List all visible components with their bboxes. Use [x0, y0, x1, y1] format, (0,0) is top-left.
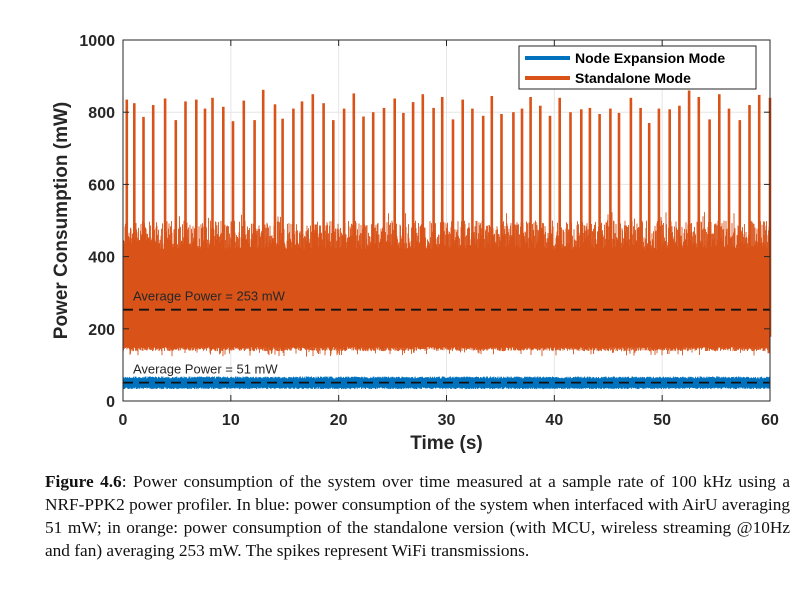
wifi-spike [629, 97, 633, 337]
wifi-spike [362, 116, 365, 337]
average-annotation: Average Power = 253 mW [133, 289, 286, 304]
wifi-spike [402, 112, 405, 337]
y-tick-label: 600 [88, 177, 115, 194]
wifi-spike [639, 107, 642, 337]
wifi-spike [471, 108, 474, 337]
wifi-spike [520, 108, 524, 337]
wifi-spike [617, 112, 621, 337]
wifi-spike [558, 97, 561, 337]
y-tick-label: 200 [88, 322, 115, 339]
wifi-spike [548, 115, 552, 337]
wifi-spike [500, 114, 503, 337]
wifi-spike [657, 108, 661, 337]
wifi-spike [708, 119, 711, 337]
wifi-spike [151, 105, 155, 337]
wifi-spike [481, 115, 485, 337]
wifi-spike [748, 105, 751, 337]
figure-caption: Figure 4.6: Power consumption of the sys… [45, 470, 790, 562]
x-tick-label: 20 [330, 412, 348, 429]
wifi-spike [163, 98, 167, 337]
legend-box [518, 45, 757, 90]
y-tick-label: 400 [88, 250, 115, 267]
wifi-spike [539, 105, 542, 337]
wifi-spike [342, 108, 346, 337]
x-tick-label: 60 [761, 412, 779, 429]
wifi-spike [411, 102, 415, 337]
wifi-spike [184, 101, 187, 337]
wifi-spike [203, 108, 207, 337]
wifi-spike [281, 118, 284, 337]
y-axis-label: Power Consumption (mW) [51, 102, 72, 339]
wifi-spike [393, 98, 396, 337]
wifi-spike [569, 112, 572, 337]
wifi-spike [174, 120, 178, 337]
wifi-spike [757, 94, 761, 337]
wifi-spike [609, 108, 612, 337]
wifi-spike [292, 108, 295, 337]
wifi-spike [647, 123, 651, 337]
x-tick-label: 40 [545, 412, 563, 429]
wifi-spike [490, 96, 494, 337]
wifi-spike [231, 121, 235, 337]
x-tick-label: 0 [119, 412, 128, 429]
wifi-spike [311, 94, 315, 337]
wifi-spike [432, 107, 435, 337]
caption-label: Figure 4.6 [45, 472, 122, 491]
wifi-spike [382, 107, 386, 337]
wifi-spike [222, 106, 225, 337]
wifi-spike [421, 94, 425, 337]
y-tick-label: 800 [88, 105, 115, 122]
wifi-spike [718, 94, 721, 337]
wifi-spike [352, 93, 356, 337]
wifi-spike [580, 109, 583, 337]
wifi-spike [451, 119, 455, 337]
wifi-spike [512, 112, 515, 337]
wifi-spike [461, 99, 464, 337]
wifi-spike [687, 90, 691, 337]
wifi-spike [697, 97, 701, 337]
wifi-spike [738, 120, 742, 337]
wifi-spike [273, 104, 277, 337]
wifi-spike [125, 99, 129, 337]
wifi-spike [727, 108, 731, 337]
x-axis-label: Time (s) [410, 433, 483, 454]
wifi-spike [242, 100, 246, 337]
wifi-spike [261, 89, 265, 337]
caption-text: : Power consumption of the system over t… [45, 472, 790, 560]
y-tick-label: 1000 [79, 33, 115, 50]
wifi-spike [253, 120, 256, 337]
wifi-spike [371, 112, 375, 337]
legend: Node Expansion Mode Standalone Mode [518, 45, 757, 90]
x-tick-label: 50 [653, 412, 671, 429]
wifi-spike [440, 97, 444, 337]
wifi-spike [142, 116, 145, 337]
wifi-spike [668, 109, 671, 337]
wifi-spike [133, 103, 136, 337]
power-consumption-chart: Average Power = 253 mW Average Power = 51… [51, 33, 779, 454]
x-tick-label: 10 [222, 412, 240, 429]
wifi-spike [598, 114, 601, 337]
wifi-spike [322, 103, 325, 337]
average-annotation: Average Power = 51 mW [133, 362, 278, 377]
wifi-spike [678, 105, 681, 337]
legend-label-node-expansion: Node Expansion Mode [575, 50, 725, 66]
wifi-spike [588, 107, 592, 337]
y-tick-label: 0 [106, 394, 115, 411]
wifi-spike [529, 97, 532, 337]
wifi-spike [332, 120, 335, 337]
wifi-spike [300, 101, 304, 337]
x-tick-label: 30 [438, 412, 456, 429]
wifi-spike [211, 97, 214, 337]
wifi-spike [195, 99, 198, 337]
legend-label-standalone: Standalone Mode [575, 70, 691, 86]
